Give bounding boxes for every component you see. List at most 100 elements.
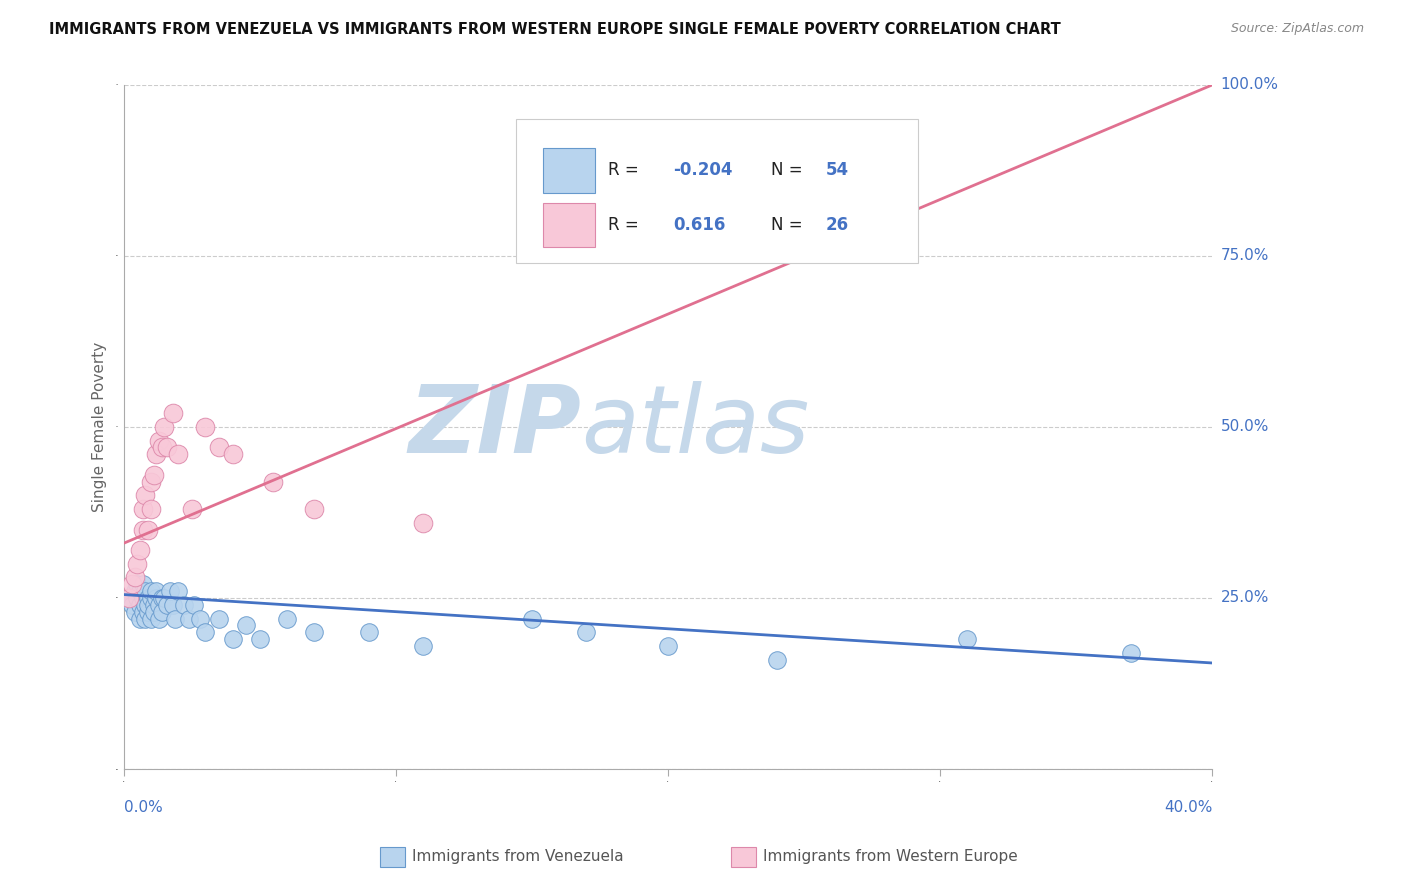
- Text: N =: N =: [772, 216, 808, 235]
- Point: [145, 591, 167, 605]
- Point: [131, 591, 153, 605]
- Point: [657, 639, 679, 653]
- Point: [148, 434, 170, 448]
- Point: [262, 475, 284, 489]
- Point: [302, 625, 325, 640]
- Point: [520, 611, 543, 625]
- Point: [136, 523, 159, 537]
- Text: N =: N =: [772, 161, 808, 179]
- Text: R =: R =: [607, 161, 644, 179]
- Point: [139, 591, 162, 605]
- FancyBboxPatch shape: [516, 120, 918, 263]
- Point: [131, 523, 153, 537]
- Point: [145, 584, 167, 599]
- Text: 0.616: 0.616: [673, 216, 725, 235]
- Text: Source: ZipAtlas.com: Source: ZipAtlas.com: [1230, 22, 1364, 36]
- Point: [302, 502, 325, 516]
- Point: [249, 632, 271, 646]
- Point: [129, 611, 152, 625]
- Point: [194, 625, 217, 640]
- Point: [412, 516, 434, 530]
- Point: [134, 611, 156, 625]
- Point: [124, 570, 146, 584]
- Point: [276, 611, 298, 625]
- Point: [156, 598, 179, 612]
- Text: -0.204: -0.204: [673, 161, 733, 179]
- Point: [194, 420, 217, 434]
- Text: 75.0%: 75.0%: [1220, 249, 1268, 263]
- Text: 26: 26: [825, 216, 849, 235]
- Point: [208, 441, 231, 455]
- Point: [127, 557, 149, 571]
- Point: [129, 598, 152, 612]
- Point: [131, 577, 153, 591]
- Text: 100.0%: 100.0%: [1220, 78, 1278, 93]
- Point: [575, 625, 598, 640]
- Point: [136, 591, 159, 605]
- Point: [148, 611, 170, 625]
- Point: [183, 598, 205, 612]
- Point: [142, 605, 165, 619]
- Point: [357, 625, 380, 640]
- Point: [131, 605, 153, 619]
- Text: 40.0%: 40.0%: [1164, 799, 1212, 814]
- Point: [134, 488, 156, 502]
- Point: [1119, 646, 1142, 660]
- Point: [134, 598, 156, 612]
- Point: [235, 618, 257, 632]
- Point: [139, 502, 162, 516]
- Point: [167, 447, 190, 461]
- Point: [159, 584, 181, 599]
- Point: [127, 591, 149, 605]
- Point: [153, 420, 176, 434]
- Text: IMMIGRANTS FROM VENEZUELA VS IMMIGRANTS FROM WESTERN EUROPE SINGLE FEMALE POVERT: IMMIGRANTS FROM VENEZUELA VS IMMIGRANTS …: [49, 22, 1062, 37]
- FancyBboxPatch shape: [543, 148, 595, 193]
- Point: [136, 598, 159, 612]
- Point: [208, 611, 231, 625]
- Point: [118, 591, 141, 605]
- Text: 25.0%: 25.0%: [1220, 591, 1268, 606]
- Point: [148, 598, 170, 612]
- Point: [145, 447, 167, 461]
- Point: [150, 605, 173, 619]
- Point: [127, 577, 149, 591]
- Point: [142, 467, 165, 482]
- Point: [221, 447, 243, 461]
- Point: [118, 591, 141, 605]
- Point: [162, 598, 184, 612]
- Text: R =: R =: [607, 216, 644, 235]
- Point: [221, 632, 243, 646]
- Point: [124, 584, 146, 599]
- Point: [153, 591, 176, 605]
- Y-axis label: Single Female Poverty: Single Female Poverty: [93, 342, 107, 512]
- Text: 0.0%: 0.0%: [124, 799, 163, 814]
- Point: [765, 652, 787, 666]
- Text: 54: 54: [825, 161, 849, 179]
- Point: [129, 543, 152, 558]
- Point: [124, 605, 146, 619]
- Point: [165, 611, 187, 625]
- Point: [956, 632, 979, 646]
- Point: [129, 584, 152, 599]
- Point: [121, 598, 143, 612]
- Text: 50.0%: 50.0%: [1220, 419, 1268, 434]
- Text: ZIP: ZIP: [408, 381, 581, 473]
- Point: [142, 598, 165, 612]
- Point: [121, 577, 143, 591]
- Point: [188, 611, 211, 625]
- Point: [131, 502, 153, 516]
- Point: [173, 598, 195, 612]
- Point: [167, 584, 190, 599]
- Point: [177, 611, 200, 625]
- Point: [150, 591, 173, 605]
- Point: [139, 584, 162, 599]
- Text: Immigrants from Venezuela: Immigrants from Venezuela: [412, 849, 624, 863]
- Point: [139, 475, 162, 489]
- Text: Immigrants from Western Europe: Immigrants from Western Europe: [763, 849, 1018, 863]
- Point: [136, 605, 159, 619]
- FancyBboxPatch shape: [543, 203, 595, 247]
- Point: [139, 611, 162, 625]
- Point: [156, 441, 179, 455]
- Point: [180, 502, 202, 516]
- Text: atlas: atlas: [581, 382, 808, 473]
